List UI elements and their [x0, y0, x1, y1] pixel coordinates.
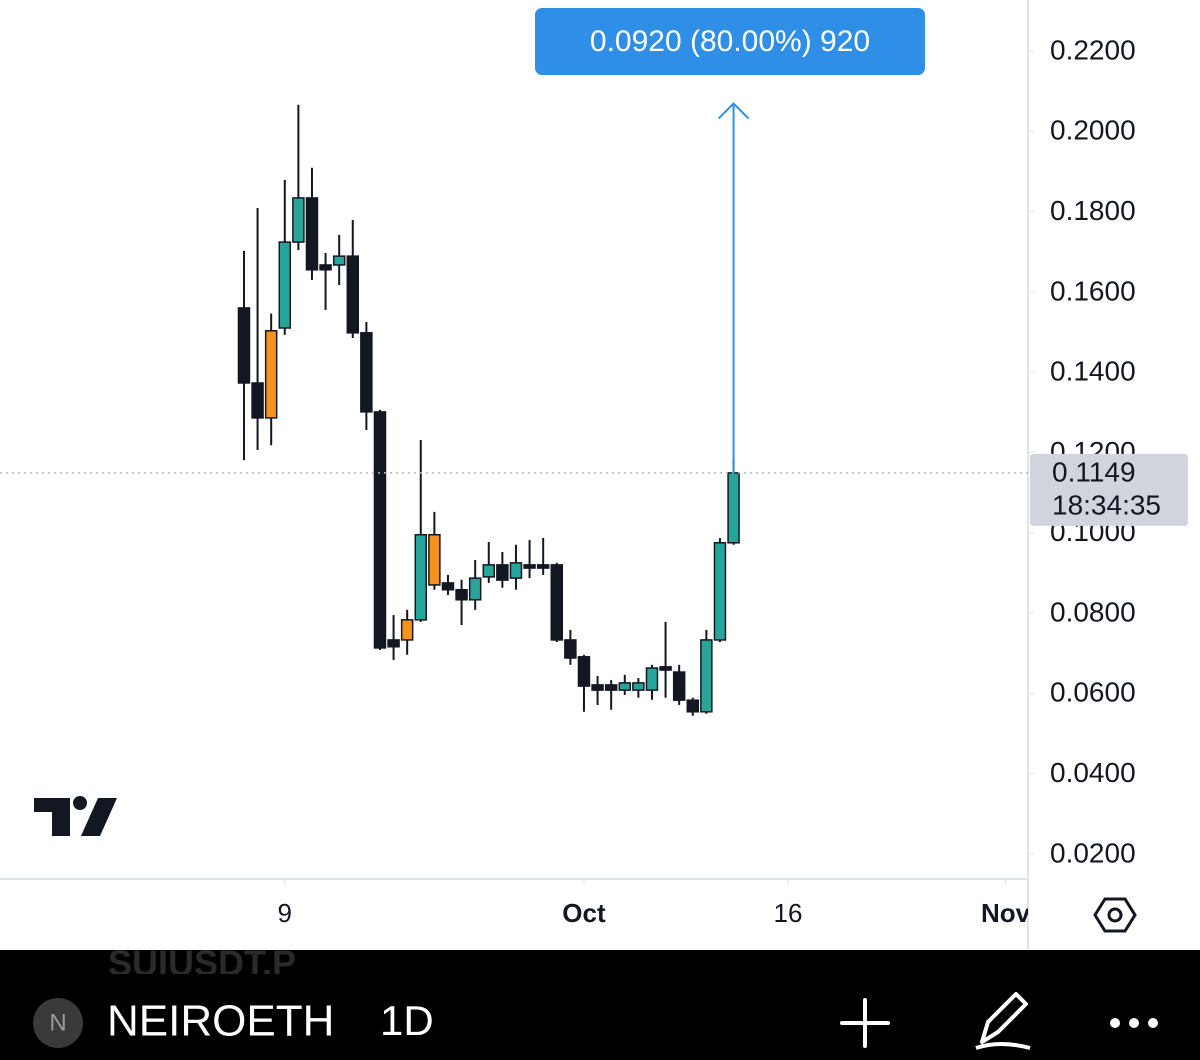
y-tick-label: 0.2200 — [1050, 34, 1136, 65]
measure-label: 0.0920 (80.00%) 920 — [590, 25, 870, 58]
candle-body — [346, 255, 360, 334]
candle-body — [468, 577, 482, 601]
y-tick-label: 0.1600 — [1050, 275, 1136, 306]
candle-body — [713, 542, 727, 641]
measure-label-box — [535, 8, 925, 75]
candle-body — [414, 533, 428, 621]
candle-body — [536, 564, 550, 569]
candle-body — [577, 656, 591, 687]
draw-button[interactable] — [975, 992, 1031, 1050]
candle-body — [632, 682, 645, 691]
symbol-icon-letter: N — [49, 1009, 66, 1036]
candle-body — [251, 382, 264, 419]
countdown: 18:34:35 — [1052, 489, 1161, 520]
candle-body — [455, 588, 468, 601]
measure-arrowhead — [717, 102, 750, 120]
candle-body — [373, 411, 387, 649]
plot-area: 9 Oct 16 Nov 0.0920 (80.00%) 920 — [0, 8, 1031, 928]
candle-body — [264, 330, 278, 419]
candle-body — [292, 197, 305, 243]
candle-body — [237, 307, 251, 384]
x-tick-label: 16 — [774, 898, 803, 928]
candle-body — [659, 666, 672, 671]
toolbar — [0, 950, 1200, 1060]
more-button[interactable] — [1110, 1018, 1158, 1028]
candle-body — [727, 472, 740, 544]
y-tick-label: 0.0400 — [1050, 757, 1136, 788]
candle-body — [428, 533, 441, 586]
y-tick-label: 0.1800 — [1050, 195, 1136, 226]
last-price-label: 0.1149 — [1052, 456, 1136, 487]
settings-button[interactable] — [1093, 897, 1137, 933]
candle-body — [441, 582, 455, 591]
candle-body — [672, 671, 686, 701]
x-tick-label: Nov — [981, 898, 1031, 928]
candle-body — [400, 619, 414, 641]
symbol-name[interactable]: NEIROETH — [107, 997, 334, 1046]
candle-body — [591, 684, 604, 691]
interval[interactable]: 1D — [380, 997, 434, 1044]
candle-body — [360, 332, 373, 413]
candle-body — [645, 667, 659, 691]
tv-logo — [34, 796, 117, 836]
y-tick-label: 0.1400 — [1050, 356, 1136, 387]
candle-body — [550, 564, 564, 641]
price-axis: 0.02000.04000.06000.08000.10000.12000.14… — [1028, 34, 1188, 868]
candle-body — [319, 264, 332, 271]
last-price-box — [1030, 453, 1188, 526]
candle-body — [496, 564, 509, 581]
candle-body — [387, 639, 400, 648]
y-tick-label: 0.2000 — [1050, 115, 1136, 146]
candle-body — [523, 564, 536, 569]
candle-body — [332, 255, 346, 266]
symbol-icon[interactable] — [33, 998, 83, 1048]
candle-body — [305, 197, 319, 271]
add-button[interactable] — [840, 998, 890, 1048]
ghost-symbol: SUIUSDT.P — [108, 943, 296, 984]
candle-body — [618, 682, 632, 691]
candle-body — [700, 639, 713, 713]
candle-body — [604, 684, 618, 691]
candle-body — [509, 562, 523, 579]
candle-body — [686, 699, 700, 713]
candle-body — [278, 241, 292, 329]
candle-body — [564, 639, 577, 659]
y-tick-label: 0.0600 — [1050, 677, 1136, 708]
y-tick-label: 0.0800 — [1050, 596, 1136, 627]
y-tick-label: 0.0200 — [1050, 837, 1136, 868]
x-tick-label: 9 — [278, 898, 292, 928]
candle-body — [482, 564, 496, 578]
x-tick-label: Oct — [562, 898, 606, 928]
